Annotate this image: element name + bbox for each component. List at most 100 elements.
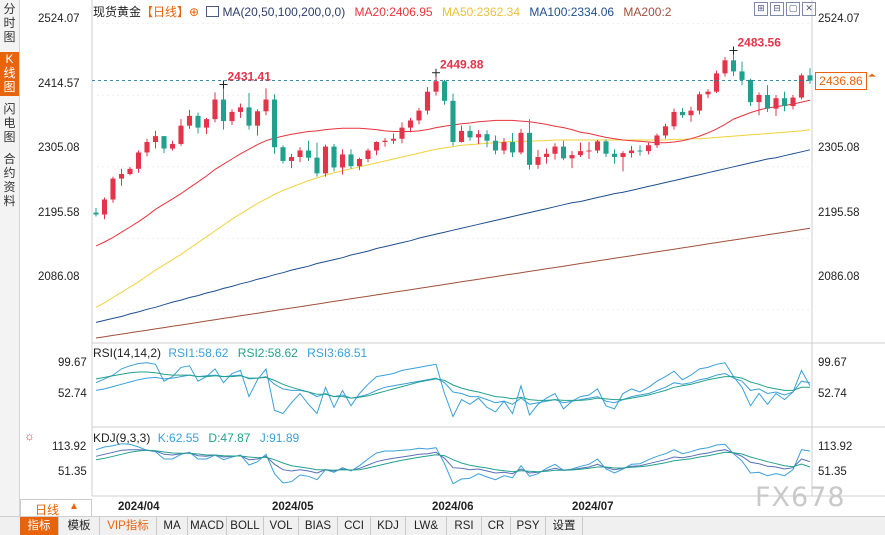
toolbar-cci[interactable]: CCI	[338, 517, 371, 535]
rsi-title: RSI(14,14,2)	[93, 346, 162, 360]
indicator-toolbar: 指标 模板 VIP指标 MA MACD BOLL VOL BIAS CCI KD…	[0, 516, 885, 535]
y-label-left-1: 2414.57	[38, 78, 80, 90]
candle-body	[424, 91, 431, 111]
ma200-value: MA200:2	[623, 5, 672, 19]
candle-body	[373, 142, 380, 151]
tab-contract-info[interactable]: 合约资料	[3, 152, 16, 208]
candle-body	[237, 107, 244, 112]
candle-body	[203, 119, 210, 128]
toolbar-ma[interactable]: MA	[157, 517, 188, 535]
toolbar-vol[interactable]: VOL	[264, 517, 299, 535]
watermark: FX678	[755, 482, 846, 513]
toolbar-boll[interactable]: BOLL	[227, 517, 264, 535]
toolbar-rsi[interactable]: RSI	[447, 517, 482, 535]
annotation-high-apr: 2431.41	[228, 69, 272, 83]
candle-body	[569, 155, 575, 159]
candle-body	[773, 98, 779, 109]
rsi3-value: RSI3:68.51	[307, 346, 368, 360]
x-label-may: 2024/05	[272, 501, 314, 513]
rsi-label-left-1: 52.74	[58, 388, 87, 400]
candle-body	[756, 94, 762, 103]
candle-body	[611, 153, 618, 158]
y-label-right-2: 2305.08	[818, 142, 860, 154]
toolbar-template[interactable]: 模板	[59, 517, 100, 535]
candle-body	[688, 110, 694, 116]
rsi-label-left-0: 99.67	[58, 357, 87, 369]
candle-body	[93, 212, 99, 215]
candle-body	[356, 158, 363, 167]
candle-body	[195, 115, 201, 128]
toolbar-psy[interactable]: PSY	[511, 517, 546, 535]
candle-body	[594, 141, 601, 151]
rsi-legend: RSI(14,14,2) RSI1:58.62 RSI2:58.62 RSI3:…	[93, 346, 373, 360]
candle-body	[246, 107, 252, 126]
candle-body	[467, 130, 473, 138]
candle-body	[730, 60, 737, 72]
toolbar-settings[interactable]: 设置	[546, 517, 583, 535]
sun-icon[interactable]: ☼	[24, 429, 35, 443]
chart-canvas[interactable]: 2431.41 2449.88 2483.56	[20, 0, 885, 516]
y-label-right-0: 2524.07	[818, 13, 860, 25]
candle-body	[739, 71, 745, 80]
kdj-j-value: J:91.89	[259, 431, 300, 445]
ma20-value: MA20:2406.95	[354, 5, 433, 19]
candle-body	[220, 99, 227, 122]
toolbar-lw[interactable]: LW&	[406, 517, 447, 535]
settings-icon[interactable]: ⊕	[189, 5, 200, 19]
caret-up-icon: ▲	[69, 501, 79, 512]
candle-body	[271, 99, 278, 148]
zoom-out-icon[interactable]: ⊟	[770, 2, 784, 16]
candle-body	[492, 140, 499, 151]
ma50-value: MA50:2362.34	[441, 5, 520, 19]
toolbar-kdj[interactable]: KDJ	[371, 517, 406, 535]
sidebar: 分时图 K线图 闪电图 合约资料	[0, 0, 20, 516]
candle-body	[543, 153, 550, 158]
candle-body	[144, 142, 150, 153]
rsi3-line	[95, 372, 811, 405]
current-price-label: 2436.86	[815, 72, 867, 90]
toolbar-cr[interactable]: CR	[482, 517, 511, 535]
rsi2-value: RSI2:58.62	[237, 346, 298, 360]
kdj-legend: KDJ(9,3,3) K:62.55 D:47.87 J:91.89	[93, 431, 305, 445]
candle-body	[152, 136, 159, 142]
candle-body	[399, 127, 405, 139]
price-legend: 现货黄金【日线】⊕ MA(20,50,100,200,0,0) MA20:240…	[93, 3, 677, 20]
kdj-label-left-1: 51.35	[58, 466, 87, 478]
ma100-value: MA100:2334.06	[529, 5, 615, 19]
toolbar-indicators[interactable]: 指标	[20, 517, 59, 535]
candle-body	[747, 79, 754, 103]
kdj-j-line	[95, 443, 811, 485]
candle-body	[518, 132, 524, 153]
candle-body	[441, 81, 448, 101]
indicator-icon[interactable]	[206, 6, 220, 17]
tab-flash-chart[interactable]: 闪电图	[3, 102, 16, 144]
candle-body	[484, 134, 490, 141]
toolbar-bias[interactable]: BIAS	[299, 517, 338, 535]
candle-body	[577, 151, 584, 156]
candle-body	[127, 168, 133, 175]
toolbar-vip[interactable]: VIP指标	[100, 517, 157, 535]
close-icon[interactable]: ✕	[802, 2, 816, 16]
candle-body	[705, 91, 711, 95]
candle-body	[390, 138, 397, 141]
candle-body	[798, 75, 805, 98]
symbol-name: 现货黄金	[93, 5, 142, 19]
candle-body	[509, 142, 516, 153]
zoom-in-icon[interactable]: ⊞	[754, 2, 768, 16]
candle-body	[586, 150, 592, 152]
kdj-d-value: D:47.87	[208, 431, 251, 445]
candle-body	[475, 134, 482, 138]
candle-body	[229, 111, 235, 122]
candle-body	[339, 154, 346, 168]
candle-body	[713, 73, 720, 92]
toolbar-macd[interactable]: MACD	[188, 517, 227, 535]
candle-body	[552, 146, 558, 154]
x-label-jun: 2024/06	[432, 501, 474, 513]
candle-body	[807, 75, 813, 81]
tab-kline[interactable]: K线图	[0, 52, 19, 96]
tab-time-sharing[interactable]: 分时图	[3, 2, 16, 44]
kdj-k-value: K:62.55	[157, 431, 200, 445]
candle-body	[535, 157, 541, 165]
period-selector[interactable]: 日线 ▲	[20, 499, 92, 517]
restore-icon[interactable]: ▢	[786, 2, 800, 16]
